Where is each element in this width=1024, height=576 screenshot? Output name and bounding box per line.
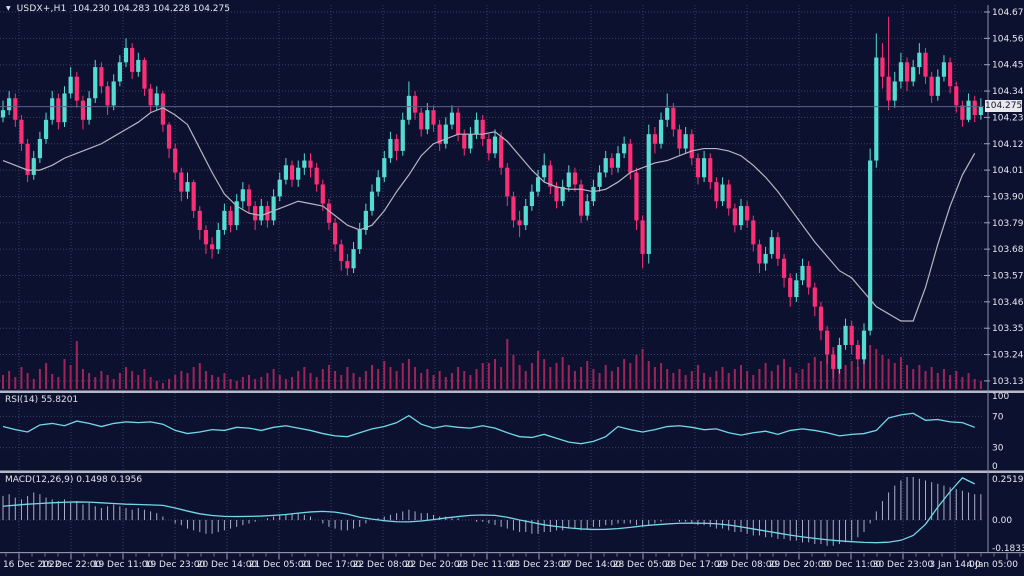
svg-text:103.900: 103.900 bbox=[992, 192, 1024, 202]
current-price-tag: 104.275 bbox=[985, 100, 1023, 112]
svg-text:3 Jan 14:00: 3 Jan 14:00 bbox=[929, 560, 981, 570]
svg-text:104.340: 104.340 bbox=[992, 87, 1024, 97]
svg-text:30: 30 bbox=[992, 444, 1004, 454]
svg-text:103.790: 103.790 bbox=[992, 219, 1024, 229]
ma-line bbox=[2, 107, 976, 322]
svg-text:22 Dec 08:00: 22 Dec 08:00 bbox=[353, 560, 414, 570]
svg-text:103.460: 103.460 bbox=[992, 298, 1024, 308]
svg-text:104.010: 104.010 bbox=[992, 166, 1024, 176]
svg-text:28 Dec 17:00: 28 Dec 17:00 bbox=[665, 560, 726, 570]
svg-text:103.350: 103.350 bbox=[992, 324, 1024, 334]
svg-text:19 Dec 11:00: 19 Dec 11:00 bbox=[93, 560, 154, 570]
grid-layer bbox=[0, 5, 984, 552]
svg-text:104.670: 104.670 bbox=[992, 8, 1024, 18]
svg-text:103.570: 103.570 bbox=[992, 272, 1024, 282]
ohlc-values: 104.230 104.283 104.228 104.275 bbox=[72, 4, 230, 14]
svg-text:29 Dec 08:00: 29 Dec 08:00 bbox=[717, 560, 778, 570]
svg-text:19 Dec 23:00: 19 Dec 23:00 bbox=[145, 560, 206, 570]
chart-menu-triangle-icon[interactable]: ▼ bbox=[6, 5, 11, 12]
svg-text:103.680: 103.680 bbox=[992, 245, 1024, 255]
volume-layer bbox=[2, 339, 982, 389]
svg-text:0: 0 bbox=[992, 462, 998, 472]
svg-text:104.120: 104.120 bbox=[992, 140, 1024, 150]
svg-text:20 Dec 14:00: 20 Dec 14:00 bbox=[197, 560, 258, 570]
svg-text:23 Dec 23:00: 23 Dec 23:00 bbox=[509, 560, 570, 570]
svg-text:21 Dec 17:00: 21 Dec 17:00 bbox=[301, 560, 362, 570]
svg-text:104.560: 104.560 bbox=[992, 34, 1024, 44]
svg-text:100: 100 bbox=[992, 392, 1009, 402]
symbol-period-label: USDX+,H1 bbox=[16, 4, 67, 14]
chart-title: ▼ USDX+,H1 104.230 104.283 104.228 104.2… bbox=[6, 4, 230, 15]
svg-text:103.130: 103.130 bbox=[992, 377, 1024, 387]
svg-text:0.00: 0.00 bbox=[992, 516, 1012, 526]
svg-text:104.450: 104.450 bbox=[992, 61, 1024, 71]
svg-text:16 Dec 2022: 16 Dec 2022 bbox=[3, 560, 61, 570]
macd-signal-line bbox=[2, 477, 975, 544]
svg-text:104.230: 104.230 bbox=[992, 113, 1024, 123]
svg-text:0.2519: 0.2519 bbox=[992, 475, 1024, 485]
macd-indicator-label: MACD(12,26,9) 0.1498 0.1956 bbox=[5, 475, 143, 485]
candles-layer bbox=[0, 16, 983, 379]
panel-separators bbox=[0, 390, 1024, 554]
svg-text:30 Dec 11:00: 30 Dec 11:00 bbox=[821, 560, 882, 570]
rsi-line bbox=[2, 412, 975, 445]
svg-text:29 Dec 20:00: 29 Dec 20:00 bbox=[769, 560, 830, 570]
svg-text:4 Jan 05:00: 4 Jan 05:00 bbox=[967, 560, 1019, 570]
svg-text:103.240: 103.240 bbox=[992, 351, 1024, 361]
svg-text:23 Dec 11:00: 23 Dec 11:00 bbox=[457, 560, 518, 570]
svg-text:27 Dec 14:00: 27 Dec 14:00 bbox=[561, 560, 622, 570]
svg-text:-0.1833: -0.1833 bbox=[992, 544, 1024, 554]
svg-text:21 Dec 05:00: 21 Dec 05:00 bbox=[249, 560, 310, 570]
svg-text:70: 70 bbox=[992, 412, 1004, 422]
price-axis[interactable]: 104.670 104.560 104.450 104.340 104.230 104.1… bbox=[984, 5, 1024, 554]
svg-text:28 Dec 05:00: 28 Dec 05:00 bbox=[613, 560, 674, 570]
svg-text:30 Dec 23:00: 30 Dec 23:00 bbox=[873, 560, 934, 570]
svg-text:22 Dec 20:00: 22 Dec 20:00 bbox=[405, 560, 466, 570]
rsi-indicator-label: RSI(14) 55.8201 bbox=[5, 395, 79, 405]
svg-text:16 Dec 22:00: 16 Dec 22:00 bbox=[41, 560, 102, 570]
